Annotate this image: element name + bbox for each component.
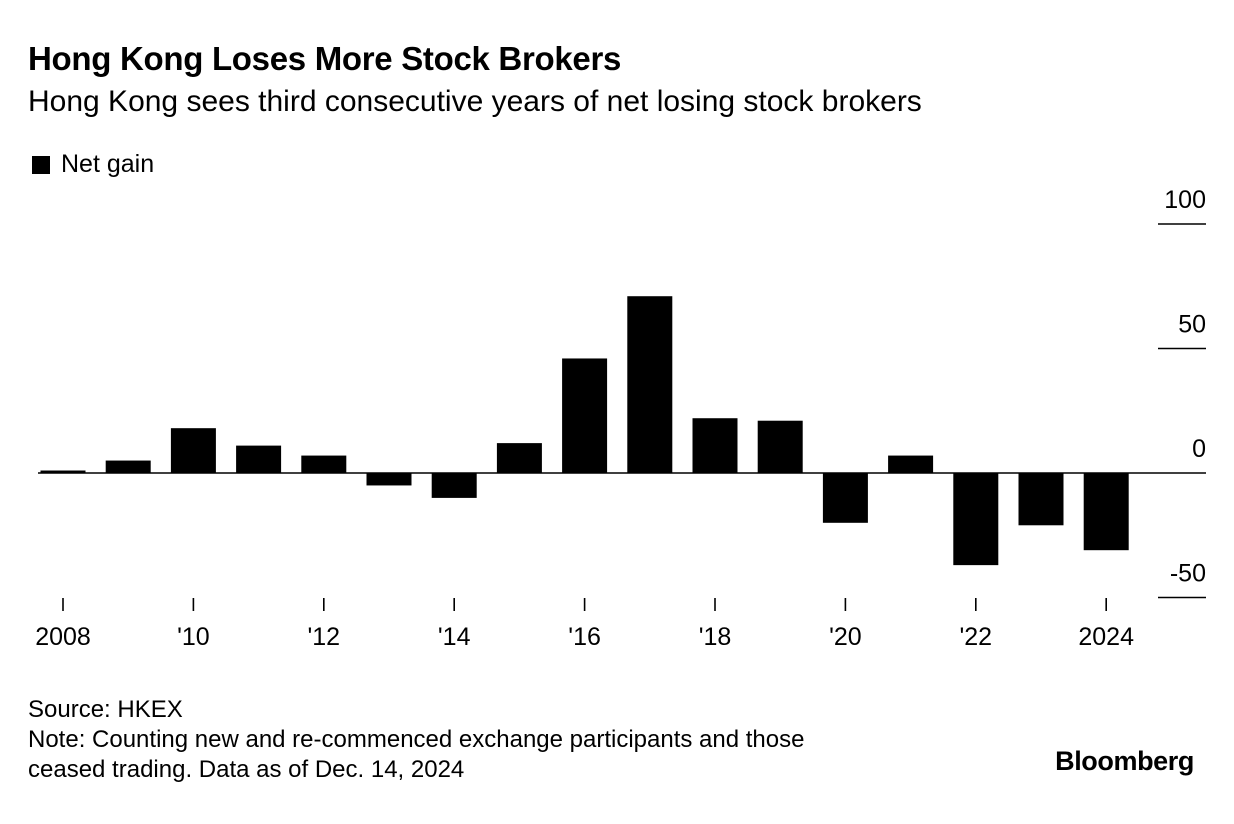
x-tick-label-2010: '10 <box>177 623 210 651</box>
bar-2010 <box>170 428 216 473</box>
y-tick-label-neg50: -50 <box>1170 560 1206 588</box>
legend: Net gain <box>32 150 154 179</box>
bar-2014 <box>431 473 477 498</box>
x-tick-label-2022: '22 <box>960 623 993 651</box>
bar-2023 <box>1018 473 1064 526</box>
y-tick-label-0: 0 <box>1192 435 1206 463</box>
bloomberg-logo: Bloomberg <box>1055 746 1194 776</box>
bar-2009 <box>105 460 151 473</box>
x-tick-label-2012: '12 <box>308 623 341 651</box>
bar-chart: -50 0 50 100 2008 '10 '12 '14 '16 '18 '20 '22 2024 <box>35 186 1206 651</box>
footer: Source: HKEX Note: Counting new and re-c… <box>28 695 948 785</box>
y-tick-label-50: 50 <box>1178 311 1206 339</box>
bar-2022 <box>953 473 999 566</box>
y-tick-label-100: 100 <box>1164 186 1206 214</box>
note-line-1: Note: Counting new and re-commenced exch… <box>28 726 805 753</box>
bar-2019 <box>757 420 803 473</box>
bar-2024 <box>1083 473 1129 551</box>
note-line-2: ceased trading. Data as of Dec. 14, 2024 <box>28 756 465 783</box>
bar-2011 <box>236 445 282 473</box>
chart-title: Hong Kong Loses More Stock Brokers <box>28 40 622 77</box>
x-tick-label-2020: '20 <box>829 623 862 651</box>
x-tick-label-2016: '16 <box>568 623 601 651</box>
x-tick-label-2014: '14 <box>438 623 471 651</box>
bar-2020 <box>822 473 868 523</box>
chart-subtitle: Hong Kong sees third consecutive years o… <box>28 85 922 118</box>
bar-2017 <box>627 296 673 473</box>
x-tick-label-2008: 2008 <box>35 623 91 651</box>
source-note: Source: HKEX <box>28 696 183 723</box>
bar-2012 <box>301 455 347 473</box>
bar-2008 <box>40 470 86 473</box>
x-tick-label-2018: '18 <box>699 623 732 651</box>
legend-swatch <box>32 155 50 174</box>
bar-2016 <box>562 358 608 473</box>
bar-2013 <box>366 473 412 486</box>
bar-2015 <box>496 443 542 473</box>
bar-2018 <box>692 418 738 473</box>
bar-2021 <box>888 455 934 473</box>
x-tick-label-2024: 2024 <box>1078 623 1134 651</box>
legend-label: Net gain <box>61 150 155 178</box>
